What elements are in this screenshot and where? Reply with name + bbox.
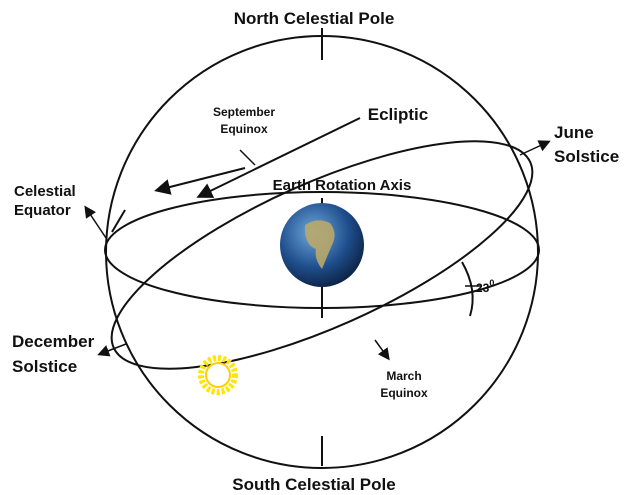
march-equinox-label: Equinox	[380, 386, 428, 400]
south-pole-label: South Celestial Pole	[232, 475, 395, 494]
ecliptic-label: Ecliptic	[368, 105, 428, 124]
direction-arrow	[154, 167, 246, 195]
celestial-equator-label: Equator	[14, 202, 71, 219]
angle-arc	[461, 261, 474, 317]
sun	[198, 355, 238, 395]
direction-arrow	[196, 117, 361, 198]
september-equinox-label: September	[213, 105, 275, 119]
ecliptic	[110, 140, 534, 370]
june-solstice-label: June	[554, 123, 594, 142]
december-solstice-label: December	[12, 332, 95, 351]
angle-label: 230	[476, 278, 494, 295]
pointer	[97, 343, 127, 357]
pointer	[84, 205, 107, 239]
september-equinox-label: Equinox	[220, 122, 268, 136]
angle-degree: 0	[489, 278, 494, 288]
december-solstice-label: Solstice	[12, 357, 77, 376]
june-solstice-label: Solstice	[554, 147, 619, 166]
ecliptic-segment	[111, 209, 126, 233]
pointer	[519, 140, 551, 156]
angle-value: 23	[476, 281, 490, 295]
pointer	[374, 339, 390, 361]
celestial-equator-label: Celestial	[14, 183, 76, 200]
march-equinox-label: March	[386, 369, 421, 383]
north-pole-label: North Celestial Pole	[234, 9, 395, 28]
earth-land	[304, 220, 335, 269]
sun-core	[205, 362, 231, 388]
earth-axis-label: Earth Rotation Axis	[273, 177, 412, 194]
pointer	[239, 149, 256, 166]
